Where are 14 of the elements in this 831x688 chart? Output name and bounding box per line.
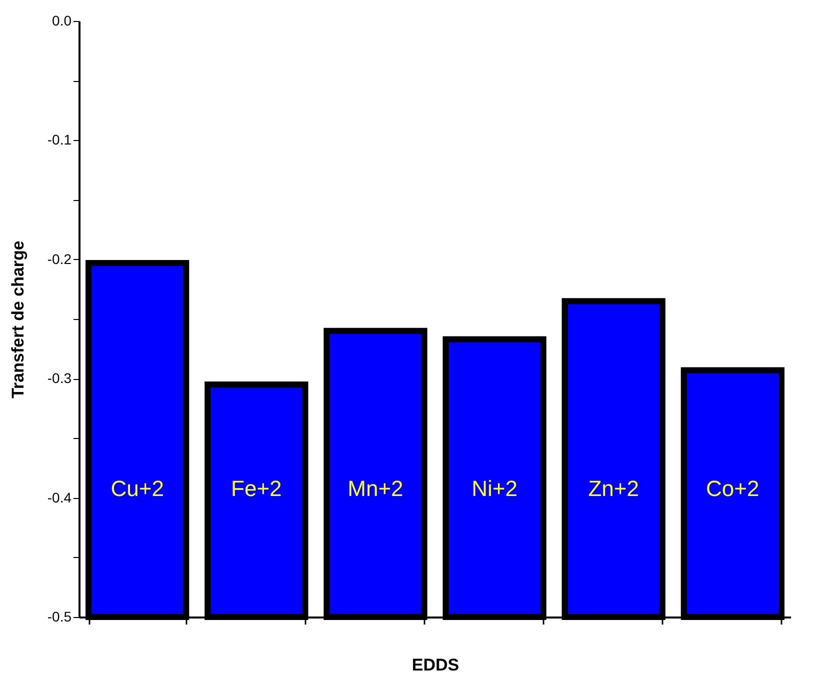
y-tick-label: -0.3 xyxy=(47,370,72,386)
y-axis-title: Transfert de charge xyxy=(8,240,28,398)
x-tick-label: Zn+2 xyxy=(588,476,639,501)
x-tick-label: Co+2 xyxy=(706,476,760,501)
y-tick-label: -0.4 xyxy=(47,489,72,506)
x-tick-label: Ni+2 xyxy=(472,476,518,501)
x-tick-label: Mn+2 xyxy=(348,476,404,501)
x-tick-label: Cu+2 xyxy=(110,476,164,501)
y-tick-label: -0.5 xyxy=(47,608,72,624)
y-tick-label: -0.1 xyxy=(47,132,72,148)
x-tick-label: Fe+2 xyxy=(231,476,282,501)
y-tick-label: 0.0 xyxy=(52,12,72,28)
y-tick-label: -0.2 xyxy=(47,250,72,267)
x-axis-title: EDDS xyxy=(412,655,460,674)
